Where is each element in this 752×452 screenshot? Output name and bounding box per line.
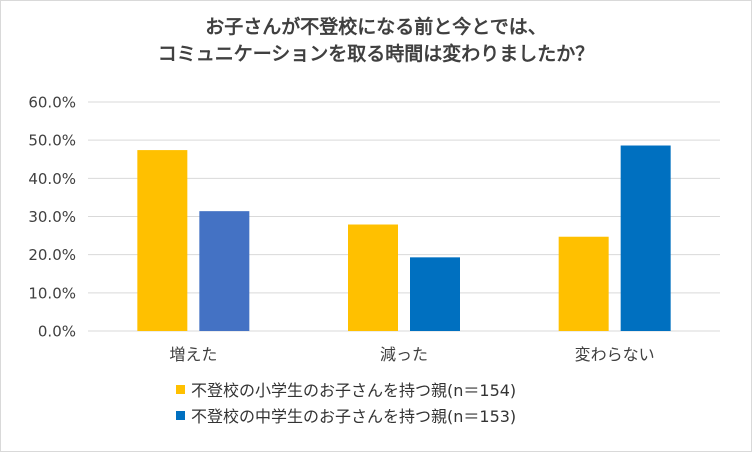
x-tick-label: 減った xyxy=(380,345,428,364)
bar-junior-high xyxy=(410,257,460,331)
y-tick-label: 30.0% xyxy=(28,208,76,226)
legend-item-elementary: 不登校の小学生のお子さんを持つ親(n＝154) xyxy=(176,376,516,402)
bar-junior-high xyxy=(199,211,250,331)
x-tick-label: 変わらない xyxy=(575,345,655,364)
y-tick-label: 40.0% xyxy=(28,170,76,188)
chart-title: お子さんが不登校になる前と今とでは、 コミュニケーションを取る時間は変わりました… xyxy=(0,14,752,68)
legend-swatch-elementary xyxy=(176,384,185,394)
y-tick-label: 0.0% xyxy=(38,323,76,341)
y-tick-label: 10.0% xyxy=(28,284,76,302)
chart-title-line-1: お子さんが不登校になる前と今とでは、 xyxy=(205,16,547,38)
y-tick-label: 20.0% xyxy=(28,246,76,264)
chart-title-line-2: コミュニケーションを取る時間は変わりましたか？ xyxy=(157,43,595,65)
y-tick-label: 60.0% xyxy=(28,94,76,112)
legend-item-junior-high: 不登校の中学生のお子さんを持つ親(n＝153) xyxy=(176,402,516,428)
bar-elementary xyxy=(348,224,398,331)
legend-label-elementary: 不登校の小学生のお子さんを持つ親(n＝154) xyxy=(191,381,517,400)
chart-legend: 不登校の小学生のお子さんを持つ親(n＝154) 不登校の中学生のお子さんを持つ親… xyxy=(176,376,516,428)
y-tick-label: 50.0% xyxy=(28,132,76,150)
legend-swatch-junior-high xyxy=(176,410,185,420)
x-tick-label: 増えた xyxy=(169,345,217,364)
bar-elementary xyxy=(137,150,188,331)
bar-elementary xyxy=(558,236,609,331)
bar-junior-high xyxy=(620,145,671,331)
legend-label-junior-high: 不登校の中学生のお子さんを持つ親(n＝153) xyxy=(191,407,517,426)
